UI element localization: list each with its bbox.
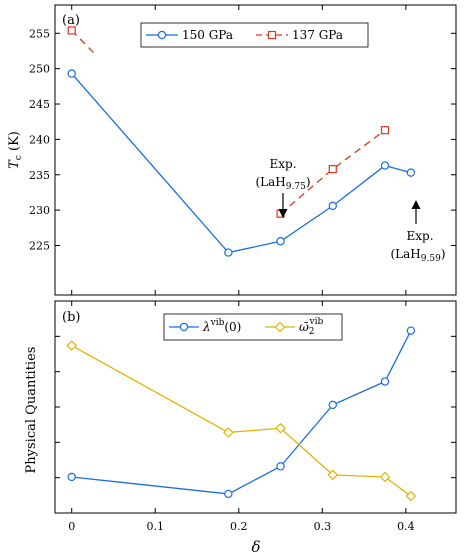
legend-150-marker <box>157 30 167 40</box>
x-axis-label: δ <box>251 538 260 556</box>
panel-b-xtick-label: 0 <box>68 520 75 533</box>
panel-a-ylabel: Tc (K) <box>7 131 24 169</box>
legend-lambda-marker <box>179 322 189 332</box>
annotation-lah975: Exp. (LaH9.75) <box>255 157 311 218</box>
series-137gpa-point <box>380 126 390 135</box>
panel-a-ytick-label: 245 <box>29 98 50 111</box>
panel-a-label: (a) <box>62 13 80 28</box>
series-150gpa-line <box>71 73 412 254</box>
legend-137-marker <box>267 30 277 40</box>
annotation-lah975-line1: Exp. <box>269 157 296 171</box>
panel-a-y-ticks: 225 230 235 240 245 250 255 <box>29 5 456 295</box>
panel-b-xtick-label: 0.2 <box>230 520 248 533</box>
series-lambda-point <box>406 326 416 335</box>
series-137gpa-point <box>328 164 337 174</box>
panel-a-legend-box <box>140 22 369 48</box>
series-150gpa-point <box>406 168 416 177</box>
panel-b-xtick-label: 0.3 <box>314 520 332 533</box>
panel-a-ylabel-unit: (K) <box>7 131 22 151</box>
series-omega-point <box>379 471 391 483</box>
series-lambda-point <box>380 377 390 386</box>
series-omega-point <box>66 340 78 351</box>
panel-b-ylabel: Physical Quantities <box>24 347 39 474</box>
panel-a-legend: 150 GPa 137 GPa <box>140 22 369 48</box>
series-lambda-point <box>328 400 337 410</box>
series-150gpa-point <box>380 161 390 170</box>
annotation-lah975-arrowhead <box>278 209 288 218</box>
panel-b-series <box>66 326 417 502</box>
series-lambda-point <box>224 489 233 499</box>
series-omega-point <box>405 490 417 502</box>
panel-b: (b) Physical Quantities δ 0 0.1 0.2 0.3 0.4 … <box>24 300 457 556</box>
panel-b-xtick-label: 0.4 <box>397 520 415 533</box>
panel-b-label: (b) <box>62 310 80 325</box>
legend-omega-marker <box>274 321 286 333</box>
panel-b-ticks: 0 0.1 0.2 0.3 0.4 <box>55 301 456 533</box>
panel-b-xtick-label: 0.1 <box>147 520 165 533</box>
legend-lambda-label: λvib(0) <box>202 318 241 334</box>
series-150gpa-point <box>67 69 76 78</box>
series-lambda-line <box>71 330 412 495</box>
annotation-lah975-line2: (LaH9.75) <box>255 175 310 192</box>
annotation-lah959-arrowhead <box>411 200 421 209</box>
series-omega-point <box>275 422 286 434</box>
annotation-lah959-line1: Exp. <box>406 229 433 243</box>
series-150gpa-point <box>328 201 337 211</box>
panel-a-series <box>67 26 416 257</box>
legend-137-label: 137 GPa <box>292 28 343 42</box>
panel-a-frame <box>54 4 457 296</box>
panel-a-ylabel-sub: c <box>14 155 24 160</box>
series-omega-point <box>223 427 234 438</box>
series-150gpa-point <box>224 248 233 257</box>
legend-omega-label: ω̄2vib <box>299 317 323 337</box>
panel-a-ytick-label: 250 <box>29 63 50 76</box>
series-omega-line <box>71 344 412 497</box>
panel-a-ytick-label: 255 <box>29 27 50 40</box>
annotation-lah959-line2: (LaH9.59) <box>390 247 445 264</box>
series-omega-point <box>327 469 339 481</box>
series-lambda-point <box>276 462 285 471</box>
legend-150-label: 150 GPa <box>182 28 233 42</box>
panel-a: (a) Tc (K) 225 230 235 240 245 250 255 150 GPa… <box>7 4 457 296</box>
series-137gpa-line <box>71 30 98 57</box>
panel-a-ytick-label: 225 <box>29 239 50 252</box>
panel-a-ytick-label: 235 <box>29 169 50 182</box>
panel-a-ytick-label: 230 <box>29 204 50 217</box>
annotation-lah959: Exp. (LaH9.59) <box>390 200 446 264</box>
series-lambda-point <box>67 472 76 482</box>
panel-a-ylabel-main: T <box>7 159 22 169</box>
panel-b-legend: λvib(0) ω̄2vib <box>163 313 343 341</box>
series-150gpa-point <box>276 237 285 246</box>
series-137gpa-point <box>67 26 76 35</box>
panel-a-ytick-label: 240 <box>29 133 50 146</box>
series-137gpa-line <box>280 129 386 215</box>
